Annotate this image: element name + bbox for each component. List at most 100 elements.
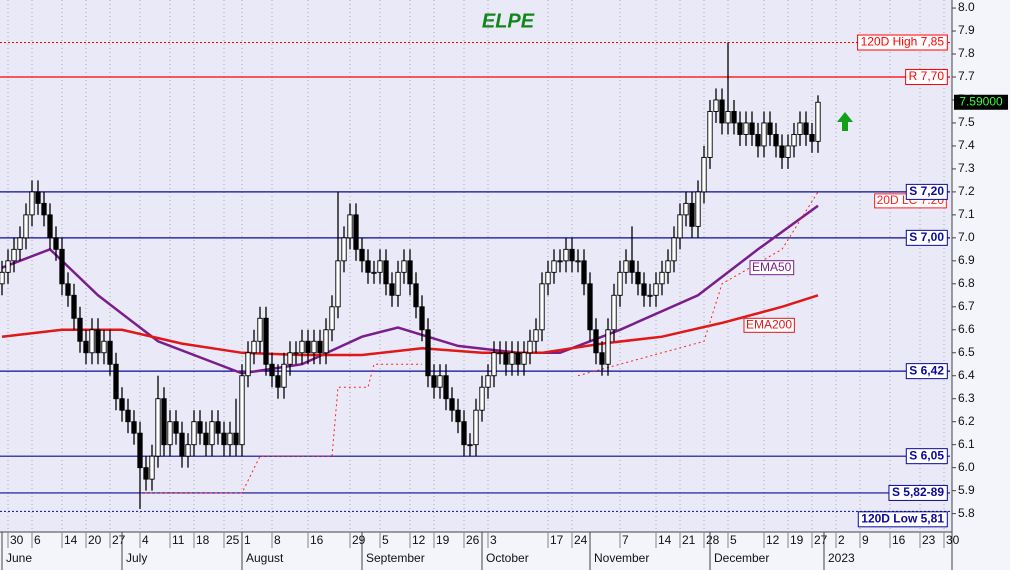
candle-body <box>527 340 533 354</box>
candle-body <box>599 352 605 365</box>
month-label: 2023 <box>828 551 855 565</box>
candle-body <box>509 352 515 365</box>
candle-body <box>539 283 545 331</box>
candle-body <box>605 329 611 365</box>
candle-body <box>665 260 671 273</box>
level-label-box <box>905 68 948 85</box>
x-tick-label: 3 <box>490 533 497 547</box>
candle-body <box>263 317 269 365</box>
candle-body <box>761 122 767 147</box>
candle-body <box>653 283 659 296</box>
candle-body <box>347 214 353 239</box>
level-label: R 7,70 <box>909 69 945 83</box>
x-tick-label: 12 <box>766 533 780 547</box>
candle-body <box>377 260 383 273</box>
x-tick-label: 2 <box>838 533 845 547</box>
last-price-box <box>954 94 1008 110</box>
candle-body <box>563 248 569 262</box>
x-tick-label: 27 <box>112 533 126 547</box>
candle-body <box>137 432 143 469</box>
candle-body <box>281 363 287 388</box>
line-label: EMA200 <box>746 317 792 331</box>
x-tick-label: 16 <box>892 533 906 547</box>
x-tick-label: 20 <box>88 533 102 547</box>
candle-body <box>389 283 395 296</box>
candle-body <box>269 363 275 377</box>
candle-body <box>233 432 239 446</box>
candle-body <box>503 352 509 365</box>
candle-body <box>785 145 791 158</box>
candle-body <box>35 191 41 204</box>
y-tick-label: 7.1 <box>958 207 975 221</box>
candle-body <box>743 122 749 135</box>
candle-body <box>215 421 221 434</box>
level-label: S 7,20 <box>909 184 944 198</box>
x-tick-label: 30 <box>10 533 24 547</box>
candle-body <box>803 122 809 135</box>
candle-body <box>719 99 725 124</box>
level-label-box <box>905 183 948 200</box>
level-label-box <box>905 448 948 465</box>
candle-body <box>581 260 587 285</box>
candle-body <box>629 260 635 273</box>
candle-body <box>551 260 557 273</box>
candle-body <box>143 467 149 480</box>
candle-body <box>647 294 653 297</box>
candle-body <box>245 352 251 377</box>
candle-body <box>617 271 623 296</box>
candle-body <box>407 260 413 285</box>
x-tick-label: 24 <box>574 533 588 547</box>
candle-body <box>815 101 821 142</box>
indicator-line <box>1 204 819 375</box>
x-tick-label: 6 <box>34 533 41 547</box>
candle-body <box>455 409 461 423</box>
candle-body <box>119 398 125 411</box>
candle-body <box>473 409 479 446</box>
candle-body <box>371 271 377 274</box>
y-tick-label: 7.8 <box>958 46 975 60</box>
line-label-box <box>743 317 795 333</box>
candle-body <box>395 271 401 296</box>
line-label: EMA50 <box>752 260 792 274</box>
level-label-box <box>857 34 948 51</box>
x-tick-label: 18 <box>196 533 210 547</box>
candle-body <box>779 145 785 158</box>
candle-body <box>77 317 83 342</box>
candle-body <box>71 294 77 319</box>
candle-body <box>365 260 371 273</box>
candle-body <box>239 375 245 446</box>
x-tick-label: 23 <box>922 533 936 547</box>
x-tick-label: 9 <box>862 533 869 547</box>
candle-body <box>311 340 317 354</box>
x-axis-background <box>0 532 952 570</box>
candle-body <box>29 191 35 216</box>
candle-body <box>683 202 689 216</box>
candle-body <box>173 421 179 434</box>
level-label-box <box>857 511 948 528</box>
candle-body <box>257 317 263 342</box>
level-label-box <box>905 229 948 246</box>
candle-body <box>353 214 359 250</box>
candle-body <box>197 421 203 434</box>
y-tick-label: 7.5 <box>958 115 975 129</box>
month-label: November <box>594 551 649 565</box>
candle-body <box>773 133 779 147</box>
candle-body <box>209 421 215 446</box>
candle-body <box>227 432 233 446</box>
candle-body <box>95 329 101 354</box>
candle-body <box>0 271 5 285</box>
candle-body <box>101 340 107 354</box>
x-tick-label: 14 <box>64 533 78 547</box>
y-tick-label: 7.2 <box>958 184 975 198</box>
candle-body <box>329 306 335 331</box>
candle-body <box>65 283 71 296</box>
candle-body <box>113 363 119 400</box>
y-tick-label: 7.3 <box>958 161 975 175</box>
candle-body <box>23 214 29 239</box>
y-tick-label: 5.8 <box>958 506 975 520</box>
month-label: June <box>6 551 32 565</box>
month-label: October <box>486 551 529 565</box>
candle-body <box>161 398 167 446</box>
